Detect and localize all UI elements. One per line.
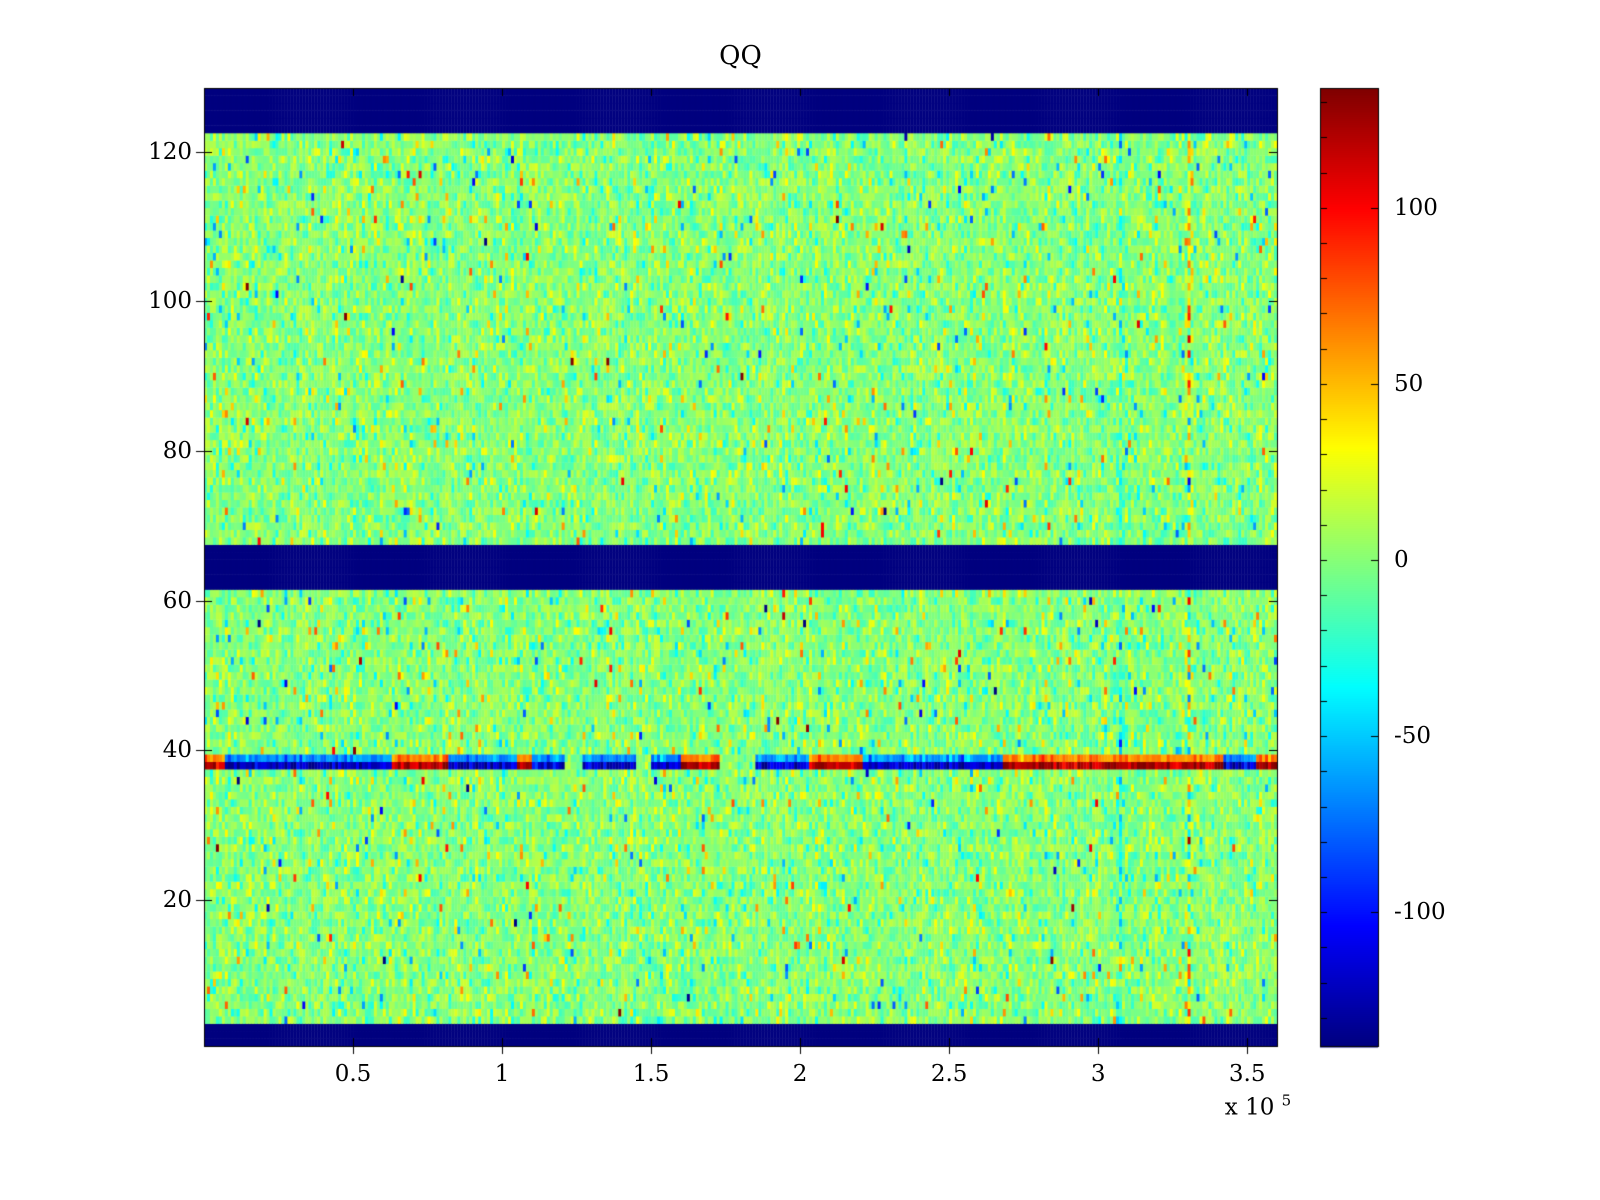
chart-title: QQ [719, 41, 762, 71]
